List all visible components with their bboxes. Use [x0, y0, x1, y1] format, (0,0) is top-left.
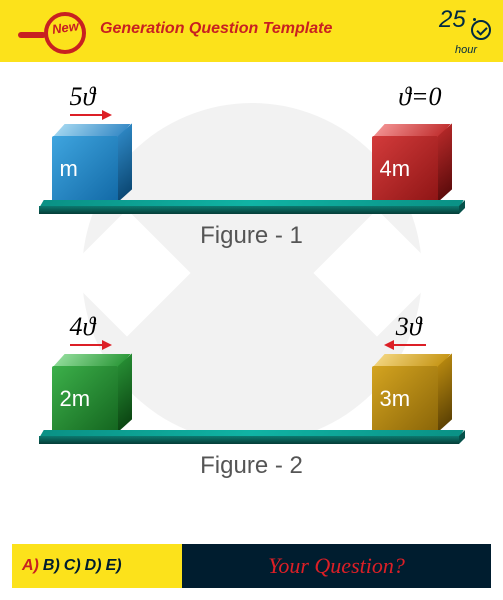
arrow-left-icon — [392, 344, 426, 346]
cube-blue: m — [52, 124, 130, 202]
cube-red-label: 4m — [380, 156, 411, 182]
option-e[interactable]: E) — [106, 557, 122, 575]
cube-green: 2m — [52, 354, 130, 432]
cube-gold: 3m — [372, 354, 450, 432]
main-diagram-area: 5ϑ ϑ=0 m 4m Figure - 1 4ϑ 3ϑ 2m 3m — [0, 62, 503, 542]
platform-2 — [42, 430, 462, 444]
answer-options: A) B) C) D) E) — [12, 544, 182, 588]
clock-hour-label: hour — [455, 44, 477, 56]
arrow-right-icon — [70, 114, 104, 116]
header-bar: New Generation Question Template 25 hour — [0, 0, 503, 62]
velocity-right-1: ϑ=0 — [398, 82, 441, 112]
velocity-right-2: 3ϑ — [396, 312, 422, 342]
option-c[interactable]: C) — [64, 557, 81, 575]
question-prompt: Your Question? — [182, 544, 491, 588]
option-b[interactable]: B) — [43, 557, 60, 575]
cube-red: 4m — [372, 124, 450, 202]
magnifier-handle-icon — [18, 32, 46, 38]
figure-1-caption: Figure - 1 — [200, 222, 303, 250]
arrow-right-icon — [70, 344, 104, 346]
cube-green-label: 2m — [60, 386, 91, 412]
footer-bar: A) B) C) D) E) Your Question? — [12, 544, 491, 588]
clock-number: 25 — [439, 6, 466, 34]
platform-1 — [42, 200, 462, 214]
header-title: Generation Question Template — [100, 20, 332, 38]
velocity-left-1: 5ϑ — [70, 82, 96, 112]
velocity-left-2: 4ϑ — [70, 312, 96, 342]
clock-icon: 25 hour — [437, 6, 491, 60]
cube-gold-label: 3m — [380, 386, 411, 412]
option-a[interactable]: A) — [22, 557, 39, 575]
option-d[interactable]: D) — [85, 557, 102, 575]
figure-2-caption: Figure - 2 — [200, 452, 303, 480]
cube-blue-label: m — [60, 156, 78, 182]
